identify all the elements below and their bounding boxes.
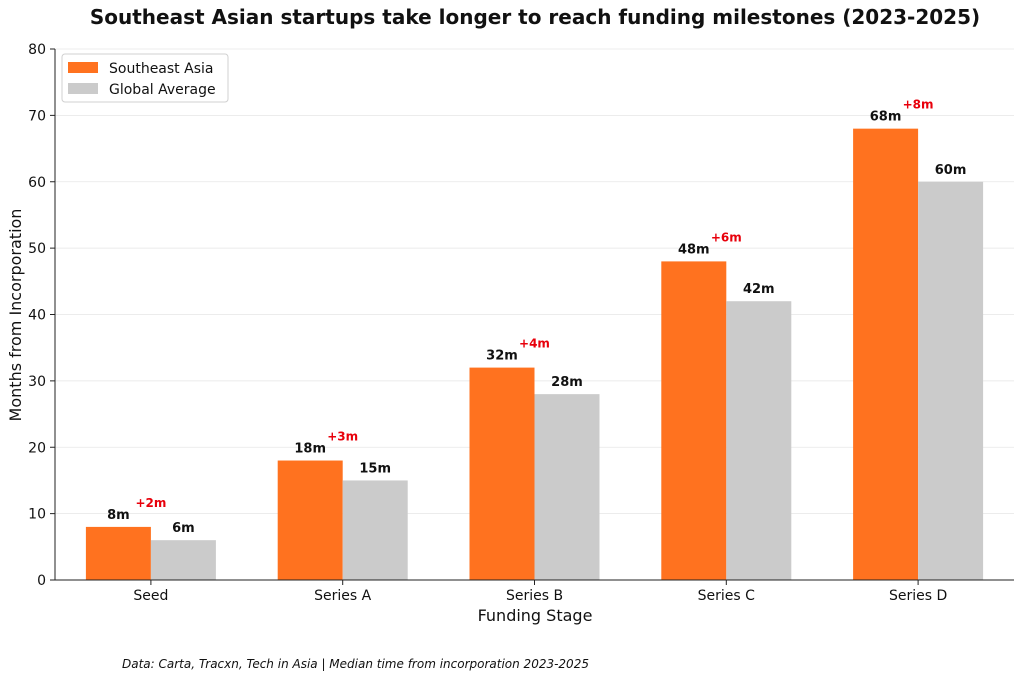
bar-global-average	[918, 181, 984, 580]
x-tick-label: Seed	[133, 588, 168, 604]
legend-swatch	[68, 83, 98, 94]
bar-southeast-asia	[853, 128, 919, 580]
value-label-global-average: 28m	[551, 375, 583, 390]
value-label-global-average: 42m	[743, 282, 775, 297]
value-label-southeast-asia: 68m	[870, 110, 902, 125]
y-tick-label: 80	[28, 42, 46, 58]
value-label-southeast-asia: 32m	[486, 349, 518, 364]
legend-swatch	[68, 62, 98, 73]
x-tick-label: Series C	[698, 588, 756, 604]
legend-label: Southeast Asia	[109, 61, 213, 77]
value-label-global-average: 15m	[359, 461, 391, 476]
value-label-southeast-asia: 18m	[294, 442, 326, 457]
y-tick-label: 0	[37, 573, 46, 589]
bars	[85, 128, 984, 580]
y-axis-label: Months from Incorporation	[6, 209, 25, 422]
value-label-global-average: 6m	[172, 521, 195, 536]
bar-southeast-asia	[469, 367, 535, 580]
legend: Southeast Asia Global Average	[61, 53, 229, 103]
value-label-global-average: 60m	[935, 163, 967, 178]
legend-label: Global Average	[109, 82, 216, 98]
x-tick-label: Series B	[506, 588, 563, 604]
axes: 0 10 20 30 40 50 60 70 80 Seed Series A Series B Ser…	[28, 42, 1014, 604]
x-tick-label: Series A	[314, 588, 372, 604]
data-labels: 8m 6m +2m 18m 15m +3m 32m 28m +4m 48m 42m +6m 68m 60m…	[107, 98, 966, 537]
gap-label: +8m	[903, 98, 934, 112]
gap-label: +2m	[135, 496, 166, 510]
gap-label: +6m	[711, 230, 742, 244]
x-tick-label: Series D	[889, 588, 947, 604]
bar-global-average	[342, 480, 408, 580]
bar-global-average	[150, 540, 216, 580]
gap-label: +4m	[519, 337, 550, 351]
source-note: Data: Carta, Tracxn, Tech in Asia | Medi…	[122, 657, 589, 671]
chart-title: Southeast Asian startups take longer to …	[89, 5, 981, 29]
gap-label: +3m	[327, 430, 358, 444]
y-tick-label: 60	[28, 175, 46, 191]
y-tick-label: 70	[28, 108, 46, 124]
bar-global-average	[534, 394, 600, 580]
bar-southeast-asia	[85, 526, 151, 580]
y-tick-label: 10	[28, 507, 46, 523]
y-tick-label: 40	[28, 308, 46, 324]
bar-global-average	[726, 301, 792, 580]
x-axis-label: Funding Stage	[478, 606, 593, 625]
legend-box	[61, 53, 229, 103]
bar-southeast-asia	[277, 460, 343, 580]
value-label-southeast-asia: 48m	[678, 242, 710, 257]
y-tick-label: 20	[28, 440, 46, 456]
bar-southeast-asia	[661, 261, 727, 580]
y-tick-label: 50	[28, 241, 46, 257]
value-label-southeast-asia: 8m	[107, 508, 130, 523]
y-tick-label: 30	[28, 374, 46, 390]
